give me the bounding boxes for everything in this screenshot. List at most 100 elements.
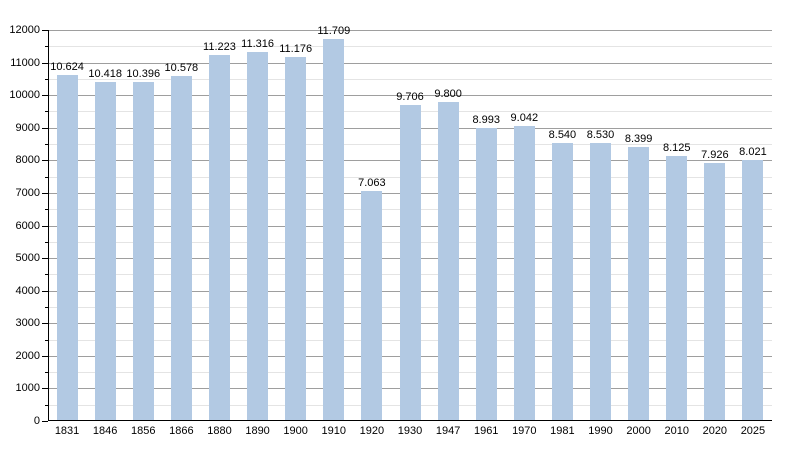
y-tick-label: 12000	[9, 24, 40, 36]
bar	[437, 101, 459, 421]
y-minor-tick	[45, 78, 48, 80]
x-tick-label: 1856	[131, 425, 156, 437]
x-tick-label: 1890	[245, 425, 270, 437]
y-major-tick	[42, 388, 48, 390]
x-tick-label: 2010	[664, 425, 689, 437]
bar-value-label: 10.396	[126, 68, 161, 81]
y-tick-label: 1000	[15, 382, 40, 395]
bar	[323, 39, 345, 421]
x-tick-label: 1947	[435, 425, 461, 437]
bar	[475, 127, 497, 421]
bar	[94, 81, 116, 421]
x-tick-label: 1831	[54, 425, 80, 437]
bar-value-label: 10.624	[50, 60, 84, 73]
bar	[704, 162, 726, 421]
major-gridline	[48, 62, 772, 64]
x-tick-label: 1930	[397, 425, 423, 437]
bar-value-label: 10.578	[164, 62, 199, 75]
y-minor-tick	[45, 46, 48, 48]
y-minor-tick	[45, 144, 48, 146]
y-major-tick	[42, 421, 48, 422]
y-tick-label: 5000	[15, 252, 40, 265]
bar-value-label: 11.316	[241, 38, 274, 51]
x-tick-label: 1990	[588, 425, 613, 437]
y-minor-tick	[45, 176, 48, 178]
major-gridline	[48, 30, 772, 31]
y-major-tick	[42, 30, 48, 31]
bar-value-label: 9.042	[510, 112, 539, 125]
bar	[247, 52, 269, 421]
y-tick-label: 8000	[15, 154, 40, 167]
x-tick-label: 1880	[207, 425, 232, 437]
x-tick-label: 1981	[550, 425, 575, 437]
bar-value-label: 9.706	[396, 90, 424, 103]
y-major-tick	[42, 355, 48, 357]
x-tick-label: 2025	[740, 425, 766, 437]
bar-value-label: 7.063	[358, 176, 386, 189]
y-major-tick	[42, 192, 48, 194]
y-major-tick	[42, 62, 48, 64]
bar-value-label: 11.223	[203, 41, 236, 54]
y-tick-label: 0	[33, 415, 40, 427]
major-gridline	[48, 95, 772, 97]
x-tick-label: 1961	[473, 425, 499, 437]
x-axis-line	[48, 420, 772, 421]
bar	[590, 143, 612, 421]
bar	[513, 126, 535, 421]
bar	[551, 142, 573, 421]
y-tick-label: 6000	[15, 219, 40, 232]
y-minor-tick	[45, 306, 48, 308]
bar-value-label: 11.709	[317, 25, 351, 38]
x-tick-label: 1970	[512, 425, 537, 437]
y-minor-tick	[45, 404, 48, 406]
bar-value-label: 8.540	[548, 128, 577, 141]
bar-value-label: 9.800	[434, 87, 462, 100]
y-major-tick	[42, 258, 48, 260]
bar	[285, 56, 307, 421]
y-tick-label: 4000	[15, 284, 40, 297]
y-major-tick	[42, 127, 48, 129]
y-minor-tick	[45, 209, 48, 211]
bar-value-label: 8.530	[586, 129, 615, 142]
x-tick-label: 1920	[359, 425, 385, 437]
y-major-tick	[42, 323, 48, 325]
y-minor-tick	[45, 372, 48, 374]
bar-value-label: 8.021	[739, 145, 767, 158]
plot-area: 0 1000 2000 3000 4000 5000 6000 7000 8000 9000 100…	[9, 24, 772, 437]
x-tick-label: 2000	[626, 425, 651, 437]
x-tick-label: 1846	[92, 425, 118, 437]
bar-value-label: 8.993	[472, 113, 500, 126]
y-axis-line	[48, 30, 49, 421]
x-tick-label: 1866	[169, 425, 194, 437]
bar-value-label: 10.418	[88, 67, 122, 80]
bar	[208, 55, 230, 421]
y-tick-label: 9000	[15, 121, 40, 134]
minor-gridline	[48, 78, 772, 80]
y-tick-label: 11000	[10, 56, 40, 69]
y-tick-label: 10000	[9, 89, 40, 102]
minor-gridline	[48, 46, 772, 48]
y-tick-label: 3000	[15, 317, 40, 330]
y-tick-label: 7000	[15, 186, 40, 199]
bar	[399, 104, 421, 421]
bar	[170, 76, 192, 421]
y-minor-tick	[45, 111, 48, 113]
y-minor-tick	[45, 241, 48, 243]
bar-value-label: 11.176	[279, 42, 313, 55]
bar	[628, 147, 650, 421]
y-major-tick	[42, 290, 48, 292]
bar	[56, 74, 78, 421]
y-major-tick	[42, 95, 48, 97]
bar	[132, 82, 154, 421]
y-minor-tick	[45, 274, 48, 276]
y-major-tick	[42, 225, 48, 227]
x-tick-label: 1900	[283, 425, 308, 437]
y-minor-tick	[45, 339, 48, 341]
x-tick-label: 1910	[321, 425, 347, 437]
y-tick-label: 2000	[15, 349, 40, 362]
bar-value-label: 8.125	[662, 142, 691, 155]
bar	[666, 156, 688, 421]
y-major-tick	[42, 160, 48, 162]
bar-value-label: 7.926	[701, 148, 729, 161]
